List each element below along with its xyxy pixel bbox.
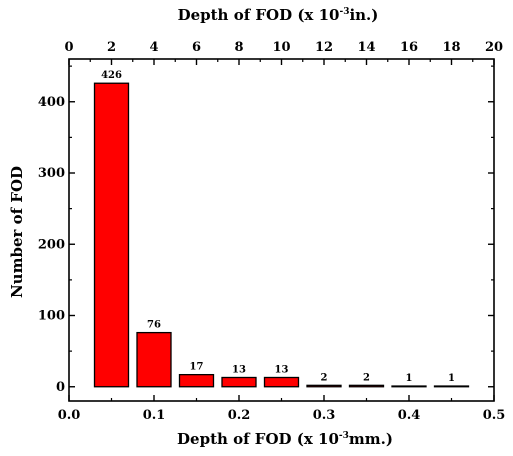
bar-2 <box>136 331 172 388</box>
x-top-tick-label: 6 <box>192 40 201 55</box>
bar-value-label-3: 17 <box>190 362 204 373</box>
x-top-tick-label: 8 <box>234 40 243 55</box>
y-tick-label: 300 <box>38 166 65 181</box>
x-top-tick-label: 18 <box>442 40 460 55</box>
bar-8 <box>391 385 427 388</box>
x-bottom-tick-label: 0.2 <box>228 408 251 423</box>
x-bottom-tick-label: 0.4 <box>398 408 421 423</box>
bar-value-label-8: 1 <box>406 373 413 384</box>
y-tick-label: 200 <box>38 237 65 252</box>
bars-group <box>93 82 470 388</box>
x-bottom-tick-label: 0.3 <box>313 408 336 423</box>
bar-value-label-5: 13 <box>275 364 289 375</box>
y-tick-label: 400 <box>38 95 65 110</box>
x-bottom-tick-label: 0.0 <box>58 408 81 423</box>
bar-5 <box>263 376 300 388</box>
bar-labels-group: 426 76 17 13 13 2 2 1 1 <box>101 70 455 384</box>
x-bottom-tick-label: 0.1 <box>143 408 166 423</box>
bar-value-label-7: 2 <box>363 372 370 383</box>
y-axis-title: Number of FOD <box>8 166 26 298</box>
bar-value-label-6: 2 <box>321 372 328 383</box>
bar-1 <box>93 82 130 388</box>
plot-frame <box>68 58 495 402</box>
ticks-group: 0.0 0.1 0.2 0.3 0.4 0.50 2 4 6 8 10 12 14 16 18 2001002… <box>38 40 505 423</box>
x-bottom-tick-label: 0.5 <box>483 408 506 423</box>
x-top-tick-label: 16 <box>400 40 418 55</box>
bar-value-label-9: 1 <box>448 373 455 384</box>
bar-4 <box>221 376 257 388</box>
bar-7 <box>348 384 385 388</box>
bar-value-label-2: 76 <box>147 320 161 331</box>
x-top-tick-label: 14 <box>357 40 375 55</box>
bar-value-label-1: 426 <box>101 70 122 81</box>
x-top-tick-label: 4 <box>149 40 158 55</box>
bar-3 <box>178 373 215 388</box>
y-tick-label: 0 <box>56 380 65 395</box>
x-top-tick-label: 2 <box>107 40 116 55</box>
x-top-tick-label: 12 <box>315 40 333 55</box>
x-top-tick-label: 20 <box>485 40 503 55</box>
x-top-tick-label: 10 <box>272 40 290 55</box>
x-top-axis-title: Depth of FOD (x 10-3in.) <box>178 6 379 24</box>
bar-6 <box>306 384 342 388</box>
x-bottom-axis-title: Depth of FOD (x 10-3mm.) <box>177 430 393 448</box>
bar-9 <box>433 385 470 388</box>
y-tick-label: 100 <box>38 309 65 324</box>
x-top-tick-label: 0 <box>64 40 73 55</box>
bar-value-label-4: 13 <box>232 364 246 375</box>
